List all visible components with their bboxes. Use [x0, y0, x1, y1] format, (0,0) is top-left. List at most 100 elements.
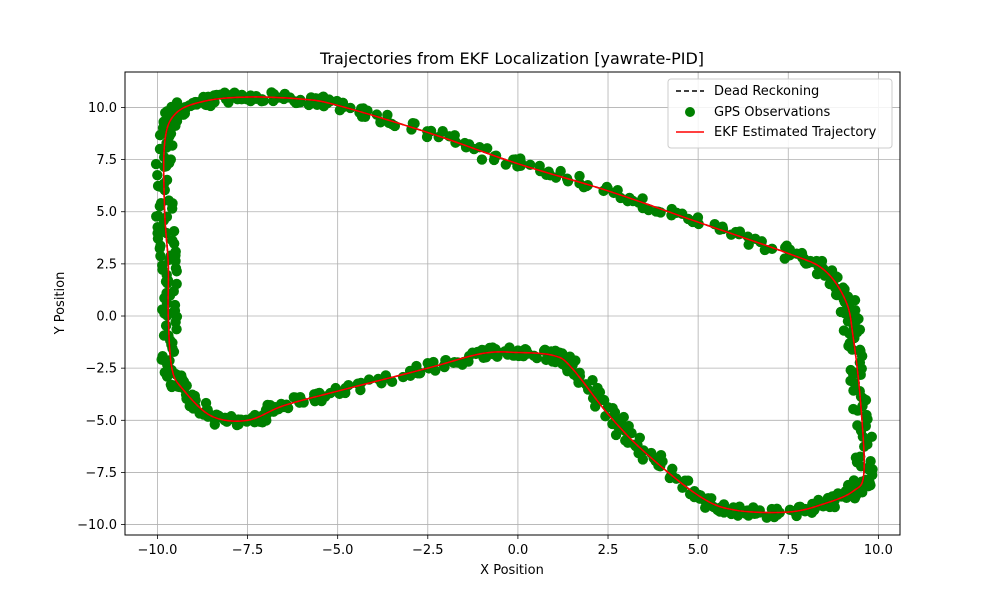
gps-observation-point	[168, 226, 180, 237]
x-tick-label: −7.5	[232, 543, 264, 558]
gps-observation-point	[634, 432, 645, 443]
gps-observation-point	[422, 357, 433, 369]
x-tick-label: −2.5	[412, 543, 444, 558]
gps-observation-point	[167, 235, 178, 246]
gps-observation-point	[849, 377, 860, 389]
ekf-estimated-trajectory-line	[162, 96, 866, 514]
gps-observation-point	[770, 508, 781, 520]
gps-observation-point	[592, 382, 603, 394]
gps-observation-point	[161, 287, 172, 299]
gps-observation-point	[356, 111, 368, 122]
gps-observation-point	[851, 457, 863, 468]
plot-area-frame	[124, 71, 901, 536]
gps-observation-point	[849, 294, 861, 306]
gps-observation-point	[574, 367, 585, 378]
gps-observation-point	[268, 95, 279, 107]
gps-observation-point	[231, 419, 243, 431]
x-tick-label: −10.0	[138, 543, 178, 558]
x-tick-label: 10.0	[864, 543, 893, 558]
gps-observation-point	[759, 244, 771, 256]
gps-observation-point	[742, 505, 753, 516]
gps-observation-point	[169, 299, 181, 311]
gps-observation-point	[481, 143, 493, 154]
gps-observation-point	[258, 95, 269, 107]
gps-observation-point	[478, 352, 489, 363]
x-tick-label: −5.0	[322, 543, 354, 558]
legend-gps-observations-swatch	[685, 107, 695, 117]
x-tick-label: 2.5	[598, 543, 619, 558]
gps-observation-point	[219, 87, 230, 98]
x-axis-label: X Position	[480, 563, 544, 578]
y-tick-label: 0.0	[96, 310, 117, 325]
legend: Dead Reckoning GPS Observations EKF Esti…	[667, 78, 893, 149]
y-axis-label: Y Position	[53, 272, 68, 336]
gps-observation-point	[166, 381, 177, 393]
gps-observation-point	[157, 260, 168, 271]
gps-observation-point	[849, 493, 861, 504]
gps-observation-point	[189, 390, 201, 402]
trajectory-lines	[162, 96, 866, 514]
gps-observation-point	[170, 316, 181, 328]
gps-observation-point	[704, 494, 715, 506]
gps-observation-point	[476, 154, 488, 165]
axis-ticks: −10.0 −7.5 −5.0 −2.5 0.0 2.5 5.0 7.5 10.0 −10.0 −7…	[77, 101, 893, 558]
gps-observation-point	[620, 435, 631, 446]
gps-observation-point	[334, 104, 346, 116]
grid	[125, 72, 900, 535]
gps-observation-point	[862, 439, 873, 450]
legend-gps-observations-label: GPS Observations	[714, 105, 830, 120]
gps-observations-series	[150, 87, 878, 523]
y-tick-label: −5.0	[85, 414, 117, 429]
y-tick-label: 7.5	[96, 153, 117, 168]
gps-observation-point	[160, 320, 172, 331]
legend-dead-reckoning-label: Dead Reckoning	[714, 84, 819, 99]
gps-observation-point	[386, 376, 398, 388]
gps-observation-point	[165, 154, 176, 165]
gps-observation-point	[345, 102, 356, 114]
gps-observation-point	[152, 169, 163, 181]
gps-observation-point	[542, 353, 554, 364]
gps-observation-point	[309, 395, 321, 407]
gps-observation-point	[257, 417, 268, 428]
x-tick-label: 5.0	[688, 543, 709, 558]
gps-observation-point	[574, 170, 585, 182]
gps-observation-point	[152, 221, 163, 233]
gps-observation-point	[170, 246, 181, 257]
gps-observation-point	[200, 397, 212, 409]
chart-title: Trajectories from EKF Localization [yawr…	[319, 49, 704, 68]
gps-observation-point	[158, 330, 170, 341]
x-tick-label: 7.5	[778, 543, 799, 558]
gps-observation-point	[170, 263, 182, 274]
gps-observation-point	[500, 159, 512, 170]
gps-observation-point	[848, 403, 859, 415]
gps-observation-point	[587, 392, 599, 404]
gps-observation-point	[856, 350, 868, 362]
gps-observation-point	[430, 365, 441, 376]
gps-observation-point	[157, 353, 168, 364]
gps-observation-point	[610, 429, 622, 441]
gps-observation-point	[161, 211, 173, 223]
y-tick-label: −10.0	[77, 518, 117, 533]
gps-observation-point	[355, 384, 366, 396]
gps-observation-point	[492, 351, 503, 362]
y-tick-label: −7.5	[85, 466, 117, 481]
gps-observation-point	[830, 289, 842, 300]
gps-observation-point	[791, 510, 802, 522]
legend-ekf-trajectory-label: EKF Estimated Trajectory	[714, 125, 877, 140]
gps-observation-point	[375, 117, 386, 128]
y-tick-label: 5.0	[96, 205, 117, 220]
legend-box	[667, 78, 893, 149]
gps-observation-point	[857, 400, 868, 412]
gps-observation-point	[171, 278, 182, 290]
x-tick-label: 0.0	[508, 543, 529, 558]
gps-observation-point	[382, 109, 393, 121]
y-tick-label: 10.0	[88, 101, 117, 116]
gps-observation-point	[311, 94, 323, 105]
gps-observation-point	[155, 250, 166, 262]
gps-observation-point	[679, 475, 691, 486]
gps-observation-point	[223, 97, 234, 108]
gps-observation-point	[732, 507, 744, 518]
gps-observation-point	[151, 211, 162, 222]
gps-observation-point	[667, 463, 678, 475]
